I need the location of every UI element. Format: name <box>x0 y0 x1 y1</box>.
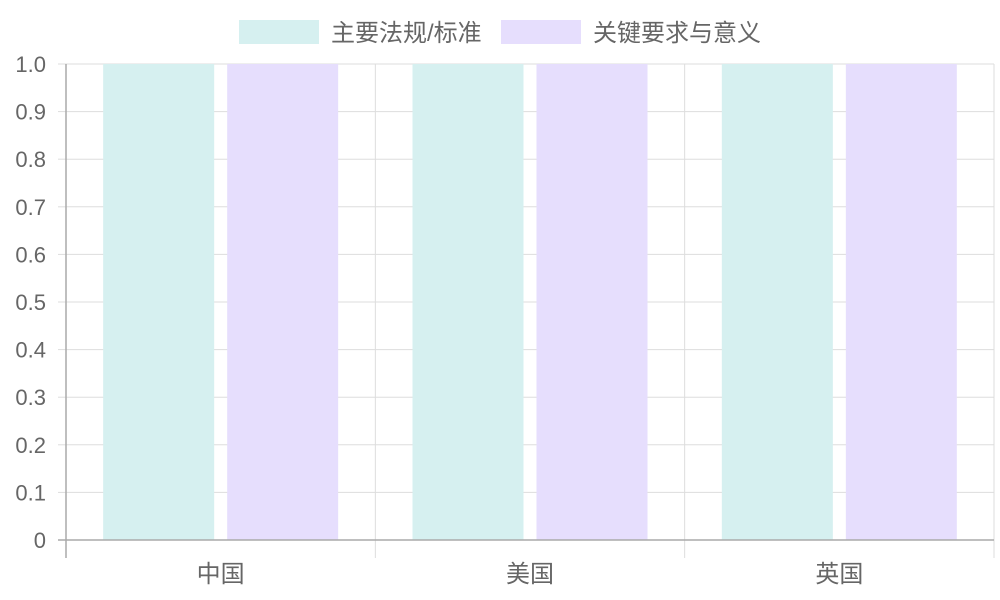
y-tick-label: 0.6 <box>15 242 46 267</box>
y-tick-label: 0.5 <box>15 290 46 315</box>
bar-2-2[interactable] <box>536 64 648 540</box>
x-category-label: 中国 <box>197 561 245 588</box>
bar-2-1[interactable] <box>227 64 339 540</box>
bar-1-1[interactable] <box>103 64 215 540</box>
x-category-label: 美国 <box>506 561 554 588</box>
y-tick-label: 0.9 <box>15 100 46 125</box>
y-tick-label: 0.7 <box>15 195 46 220</box>
y-tick-label: 0.3 <box>15 385 46 410</box>
legend-swatch-1[interactable] <box>239 20 319 44</box>
bars <box>103 64 957 540</box>
y-tick-label: 0.1 <box>15 480 46 505</box>
y-tick-label: 0.2 <box>15 433 46 458</box>
x-category-label: 英国 <box>815 561 863 588</box>
legend-label-2[interactable]: 关键要求与意义 <box>593 20 761 47</box>
y-tick-label: 0 <box>34 528 46 553</box>
bar-1-2[interactable] <box>412 64 524 540</box>
bar-2-3[interactable] <box>845 64 957 540</box>
axes: 0 0.1 0.2 0.3 0.4 0.5 0.6 0.7 0.8 0.9 1.0 中国 美国 英国 <box>15 52 994 588</box>
y-tick-label: 1.0 <box>15 52 46 77</box>
y-tick-label: 0.8 <box>15 147 46 172</box>
legend-label-1[interactable]: 主要法规/标准 <box>331 20 482 47</box>
legend-swatch-2[interactable] <box>501 20 581 44</box>
bar-1-3[interactable] <box>721 64 833 540</box>
y-tick-label: 0.4 <box>15 338 46 363</box>
legend[interactable]: 主要法规/标准 关键要求与意义 <box>239 20 761 47</box>
